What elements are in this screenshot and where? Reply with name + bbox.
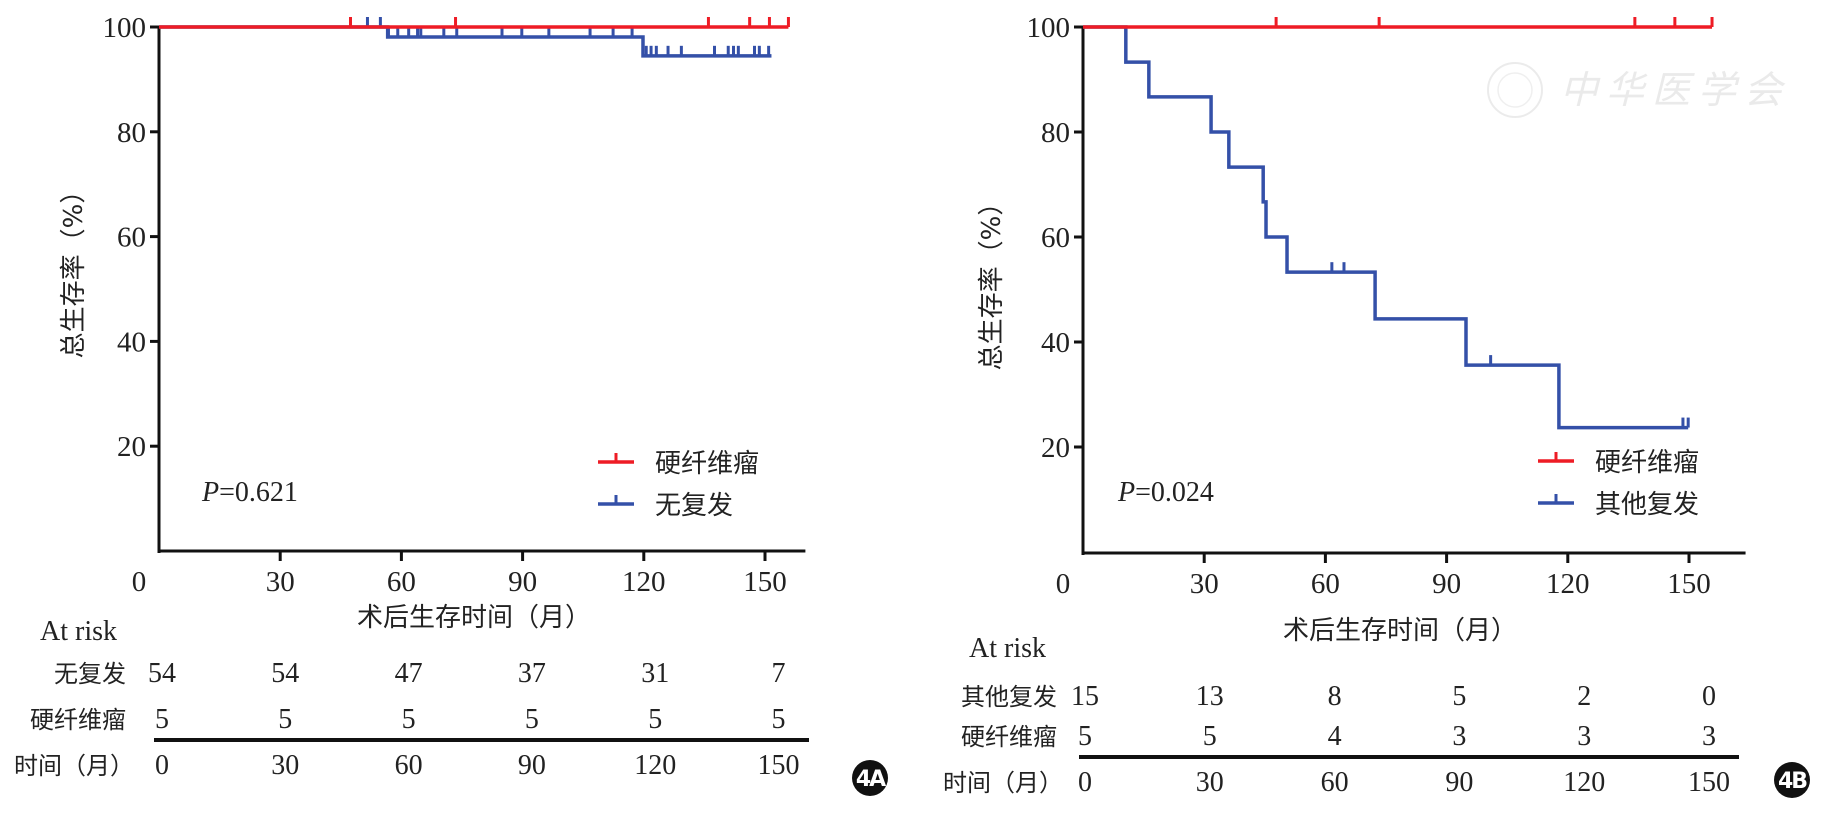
risk-count: 37 — [518, 658, 546, 689]
p-value-symbol: P — [1117, 477, 1135, 508]
risk-time-label: 时间（月） — [943, 769, 1063, 797]
y-tick-label: 60 — [1041, 222, 1070, 254]
x-tick-label: 90 — [508, 566, 537, 598]
series-red — [1083, 17, 1714, 29]
risk-row-label: 硬纤维瘤 — [961, 723, 1057, 751]
x-tick-label: 60 — [1311, 568, 1340, 600]
risk-time-value: 0 — [1078, 767, 1092, 798]
x-tick-label: 0 — [1056, 568, 1071, 600]
risk-count: 5 — [525, 704, 539, 735]
x-tick-label: 30 — [266, 566, 295, 598]
risk-count: 2 — [1577, 681, 1591, 712]
p-value-annotation: P=0.621 — [201, 477, 298, 508]
p-value-symbol: P — [201, 477, 219, 508]
y-axis-label: 总生存率（%） — [59, 178, 89, 359]
risk-count: 5 — [1452, 681, 1466, 712]
risk-count: 15 — [1071, 681, 1099, 712]
x-axis-label: 术后生存时间（月） — [357, 603, 591, 633]
risk-count: 3 — [1452, 721, 1466, 752]
panel-badge-label: 4B — [1778, 769, 1807, 794]
legend-label: 硬纤维瘤 — [655, 449, 759, 479]
x-tick-label: 90 — [1432, 568, 1461, 600]
risk-count: 4 — [1328, 721, 1342, 752]
risk-count: 5 — [1203, 721, 1217, 752]
risk-count: 54 — [148, 658, 176, 689]
risk-time-value: 0 — [155, 750, 169, 781]
risk-count: 3 — [1702, 721, 1716, 752]
panel-4a: 20 40 60 80 100 0 30 60 90 120 150 总生存率（%） 术后生存时间（月）… — [14, 12, 888, 796]
x-tick-label: 150 — [743, 566, 787, 598]
risk-count: 5 — [155, 704, 169, 735]
series-blue — [159, 17, 772, 58]
y-tick-label: 40 — [117, 326, 146, 358]
y-tick-label: 40 — [1041, 327, 1070, 359]
p-value-annotation: P=0.024 — [1117, 477, 1214, 508]
panel-badge-circle — [852, 760, 888, 796]
risk-count: 0 — [1702, 681, 1716, 712]
y-tick-label: 20 — [117, 431, 146, 463]
y-tick-label: 80 — [1041, 117, 1070, 149]
risk-time-value: 150 — [1688, 767, 1730, 798]
risk-count: 3 — [1577, 721, 1591, 752]
p-value-text: =0.621 — [219, 477, 298, 508]
series-red — [159, 17, 790, 29]
survival-curve — [159, 25, 772, 58]
risk-time-value: 30 — [1196, 767, 1224, 798]
risk-count: 5 — [648, 704, 662, 735]
p-value-text: =0.024 — [1135, 477, 1214, 508]
risk-row-label: 其他复发 — [961, 683, 1057, 711]
risk-count: 8 — [1328, 681, 1342, 712]
risk-count: 54 — [271, 658, 299, 689]
risk-count: 5 — [278, 704, 292, 735]
risk-time-value: 60 — [1321, 767, 1349, 798]
risk-time-value: 60 — [395, 750, 423, 781]
risk-time-label: 时间（月） — [14, 752, 134, 780]
legend-label: 无复发 — [655, 491, 733, 521]
risk-time-value: 30 — [271, 750, 299, 781]
y-axis-label: 总生存率（%） — [977, 190, 1007, 371]
x-tick-label: 0 — [132, 566, 147, 598]
watermark-seal-inner-icon — [1497, 72, 1533, 108]
panel-badge-circle — [1774, 762, 1810, 798]
risk-time-value: 90 — [518, 750, 546, 781]
watermark-text: 中华医学会 — [1560, 68, 1790, 112]
y-tick-label: 60 — [117, 222, 146, 254]
series-blue — [1083, 25, 1690, 430]
risk-count: 31 — [641, 658, 669, 689]
x-tick-label: 120 — [1546, 568, 1590, 600]
watermark-seal-icon — [1487, 62, 1543, 118]
risk-table-title: At risk — [40, 616, 117, 647]
y-tick-label: 100 — [103, 12, 147, 44]
y-tick-label: 100 — [1027, 12, 1071, 44]
y-tick-label: 20 — [1041, 432, 1070, 464]
risk-count: 5 — [1078, 721, 1092, 752]
y-tick-label: 80 — [117, 117, 146, 149]
risk-count: 7 — [772, 658, 786, 689]
risk-time-value: 120 — [634, 750, 676, 781]
x-tick-label: 30 — [1190, 568, 1219, 600]
risk-time-value: 150 — [758, 750, 800, 781]
risk-count: 5 — [772, 704, 786, 735]
risk-row-label: 硬纤维瘤 — [30, 706, 126, 734]
risk-time-value: 120 — [1563, 767, 1605, 798]
x-tick-label: 120 — [622, 566, 666, 598]
risk-table-title: At risk — [969, 633, 1046, 664]
risk-count: 47 — [395, 658, 423, 689]
watermark: 中华医学会 — [1487, 62, 1790, 118]
x-tick-label: 60 — [387, 566, 416, 598]
risk-count: 13 — [1196, 681, 1224, 712]
risk-row-label: 无复发 — [54, 660, 126, 688]
survival-curve — [1083, 25, 1689, 430]
x-axis-label: 术后生存时间（月） — [1283, 616, 1517, 646]
risk-count: 5 — [402, 704, 416, 735]
legend-label: 硬纤维瘤 — [1595, 448, 1699, 478]
risk-time-value: 90 — [1445, 767, 1473, 798]
x-tick-label: 150 — [1667, 568, 1711, 600]
panel-badge-label: 4A — [856, 767, 886, 792]
legend-label: 其他复发 — [1595, 490, 1699, 520]
